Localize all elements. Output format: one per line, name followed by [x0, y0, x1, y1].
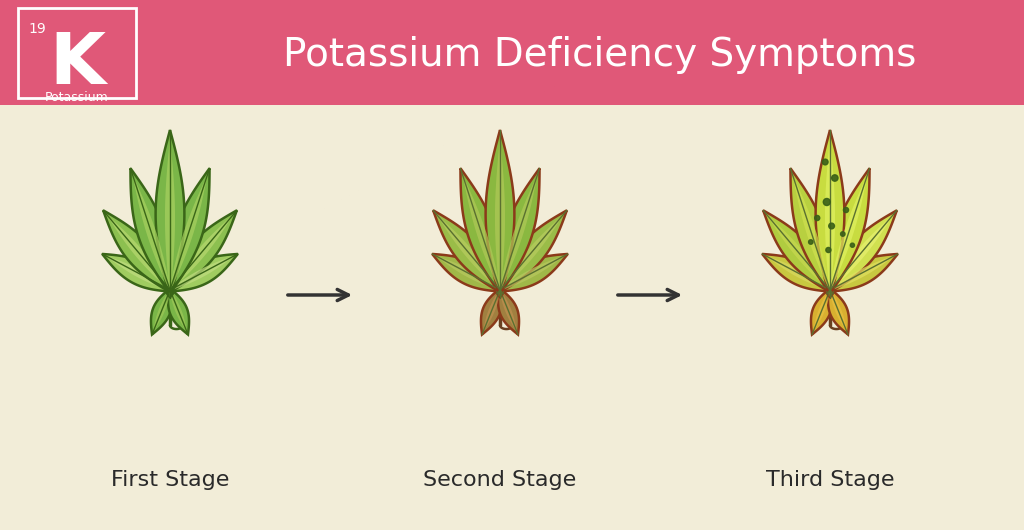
Polygon shape [815, 130, 845, 298]
Polygon shape [156, 130, 184, 298]
Polygon shape [497, 256, 564, 292]
Polygon shape [826, 256, 894, 292]
Polygon shape [483, 288, 501, 332]
Polygon shape [763, 210, 834, 294]
Text: Potassium: Potassium [45, 91, 109, 104]
Polygon shape [463, 174, 502, 296]
Polygon shape [826, 214, 894, 294]
Polygon shape [153, 288, 171, 332]
Polygon shape [813, 288, 830, 332]
Polygon shape [168, 288, 189, 334]
Polygon shape [826, 210, 897, 294]
Polygon shape [167, 210, 237, 294]
Circle shape [841, 232, 845, 236]
Circle shape [831, 175, 838, 181]
Text: Potassium Deficiency Symptoms: Potassium Deficiency Symptoms [284, 36, 916, 74]
Polygon shape [461, 168, 502, 296]
Polygon shape [811, 288, 831, 334]
Polygon shape [498, 168, 540, 296]
Polygon shape [762, 254, 834, 292]
Polygon shape [499, 288, 517, 332]
Polygon shape [130, 168, 172, 296]
Bar [18, 8, 136, 98]
Polygon shape [105, 256, 173, 292]
Polygon shape [169, 288, 187, 332]
Polygon shape [767, 214, 834, 294]
Polygon shape [167, 254, 238, 292]
Polygon shape [165, 138, 175, 298]
Circle shape [828, 223, 835, 229]
Polygon shape [828, 168, 869, 296]
Circle shape [850, 243, 854, 248]
Polygon shape [829, 288, 847, 332]
Polygon shape [106, 214, 173, 294]
Polygon shape [132, 174, 172, 296]
Polygon shape [826, 254, 898, 292]
Circle shape [809, 240, 813, 244]
Text: K: K [49, 30, 105, 99]
Text: First Stage: First Stage [111, 470, 229, 490]
Polygon shape [497, 210, 567, 294]
Polygon shape [485, 130, 514, 298]
Polygon shape [436, 214, 503, 294]
Polygon shape [495, 138, 505, 298]
Text: Third Stage: Third Stage [766, 470, 894, 490]
Polygon shape [167, 256, 234, 292]
Polygon shape [766, 256, 834, 292]
Polygon shape [102, 254, 173, 292]
Polygon shape [481, 288, 502, 334]
Polygon shape [498, 174, 538, 296]
Polygon shape [103, 210, 173, 294]
Polygon shape [168, 168, 210, 296]
Polygon shape [828, 288, 849, 334]
Polygon shape [825, 138, 835, 298]
Polygon shape [432, 254, 504, 292]
Polygon shape [497, 214, 563, 294]
Circle shape [822, 159, 828, 165]
Polygon shape [433, 210, 504, 294]
Polygon shape [167, 214, 233, 294]
Polygon shape [497, 254, 568, 292]
Text: Second Stage: Second Stage [423, 470, 577, 490]
Circle shape [844, 207, 849, 213]
Polygon shape [791, 168, 831, 296]
Polygon shape [151, 288, 172, 334]
Polygon shape [828, 174, 867, 296]
Polygon shape [498, 288, 519, 334]
Circle shape [823, 198, 830, 206]
Polygon shape [168, 174, 208, 296]
Bar [0, 0, 1024, 105]
Polygon shape [793, 174, 831, 296]
Circle shape [825, 248, 830, 253]
Circle shape [815, 215, 820, 220]
Polygon shape [435, 256, 503, 292]
Text: 19: 19 [28, 22, 46, 36]
